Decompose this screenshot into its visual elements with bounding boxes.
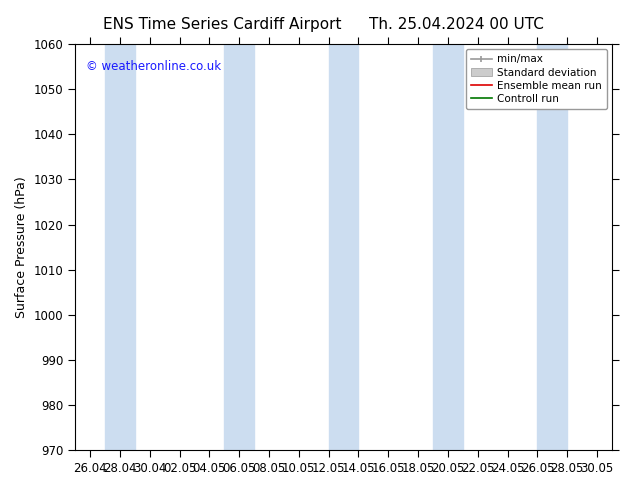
Legend: min/max, Standard deviation, Ensemble mean run, Controll run: min/max, Standard deviation, Ensemble me…: [465, 49, 607, 109]
Bar: [433, 44, 463, 450]
Text: © weatheronline.co.uk: © weatheronline.co.uk: [86, 60, 221, 73]
Bar: [328, 44, 358, 450]
Bar: [538, 44, 567, 450]
Y-axis label: Surface Pressure (hPa): Surface Pressure (hPa): [15, 176, 28, 318]
Text: Th. 25.04.2024 00 UTC: Th. 25.04.2024 00 UTC: [369, 17, 544, 32]
Text: ENS Time Series Cardiff Airport: ENS Time Series Cardiff Airport: [103, 17, 341, 32]
Bar: [224, 44, 254, 450]
Bar: [105, 44, 135, 450]
